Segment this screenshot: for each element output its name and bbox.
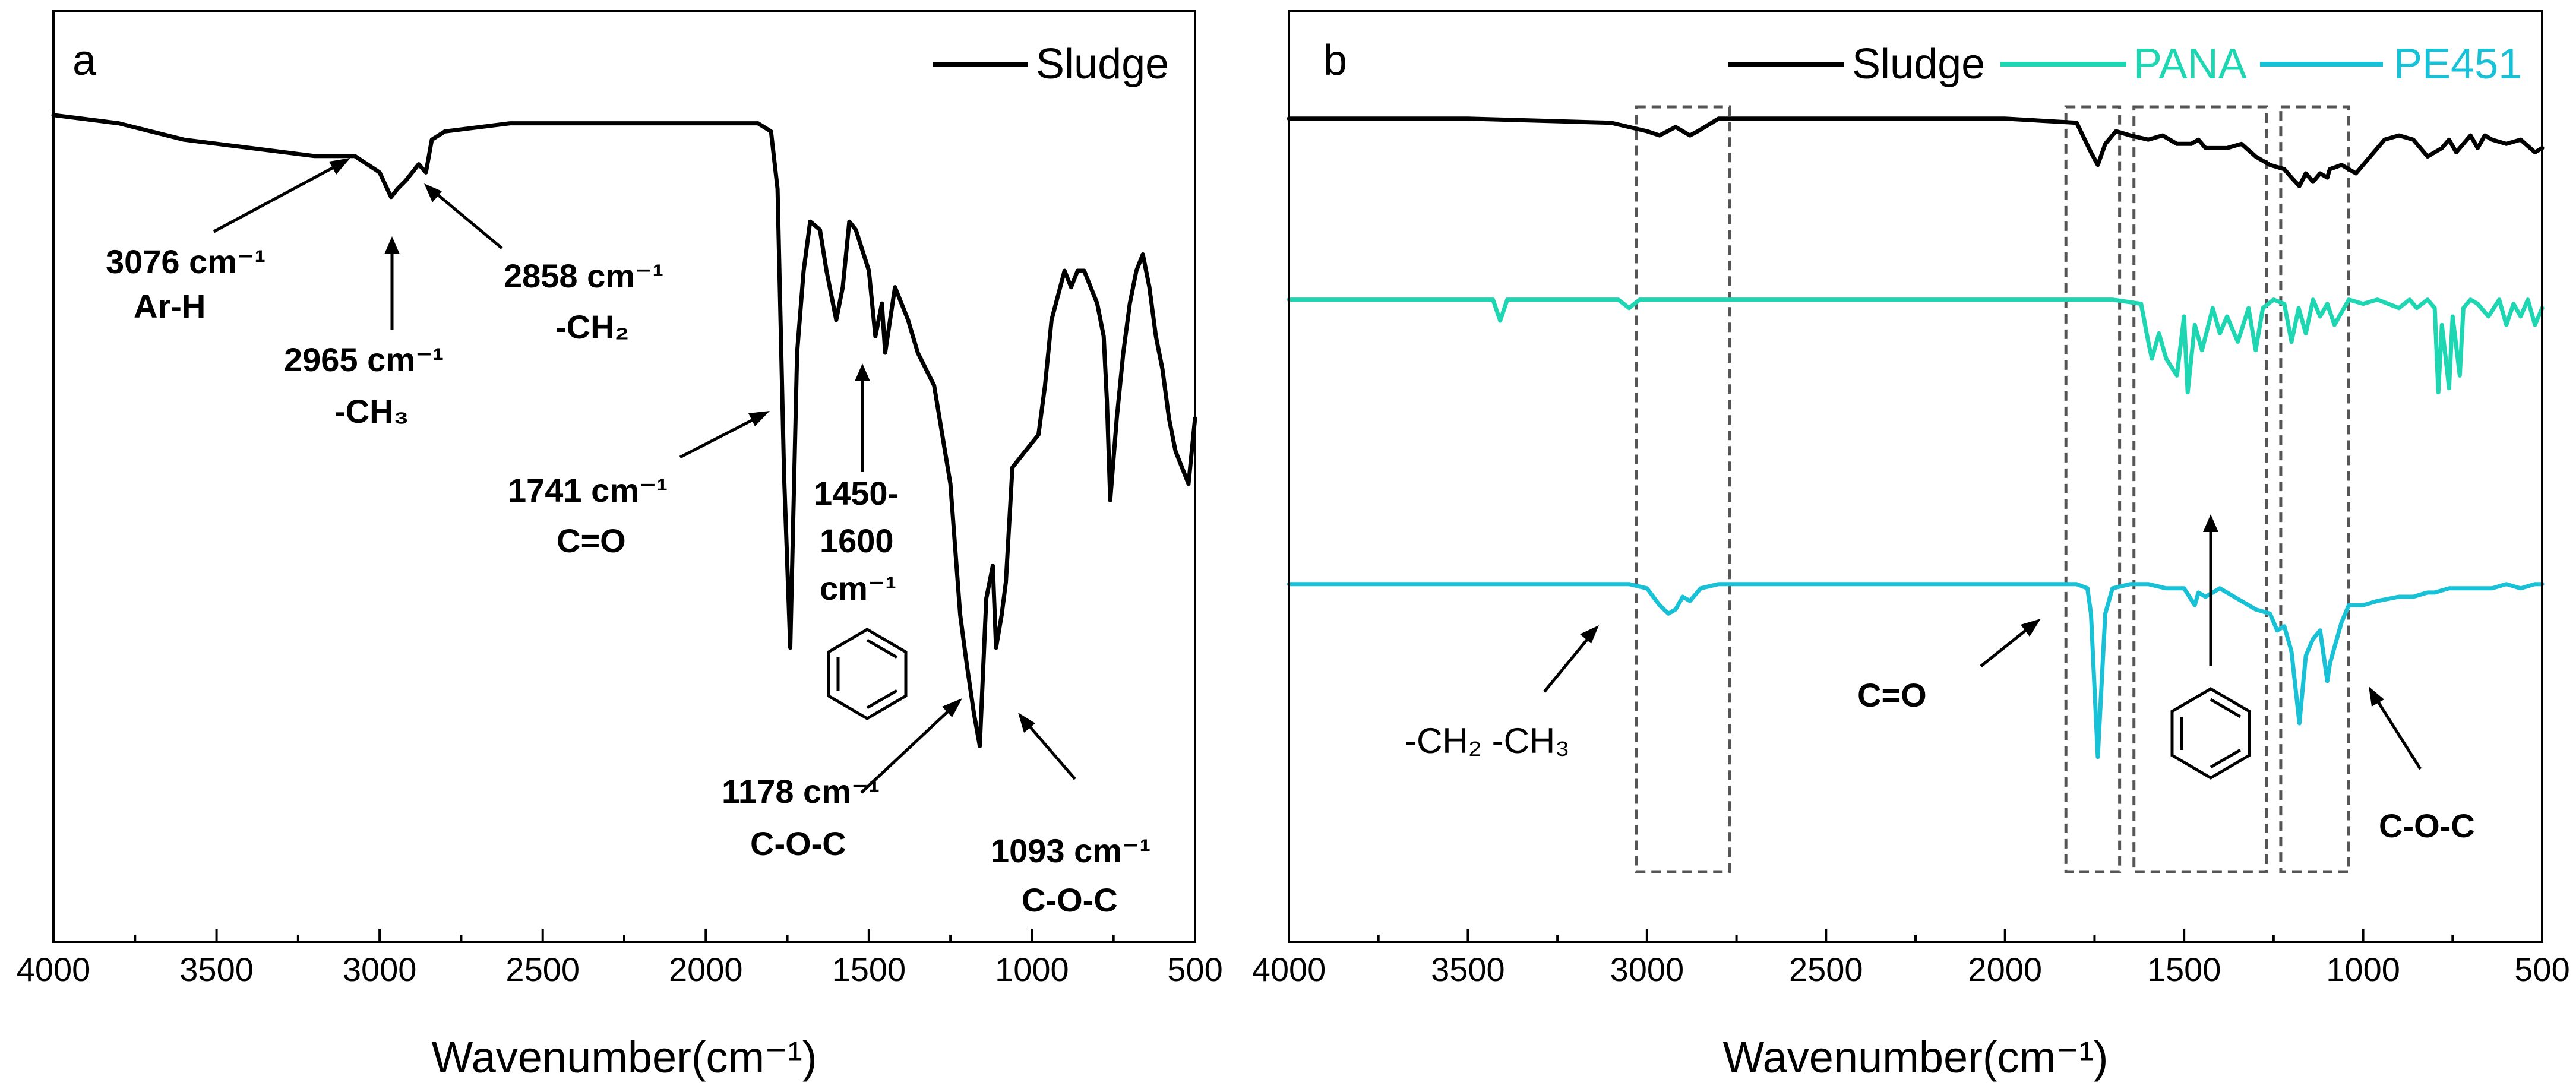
annotation-c-o: C=O [1857,676,1927,714]
highlight-region-1640-1270 [2132,105,2268,873]
annotation-2858-wavenumber: 2858 cm⁻¹ [504,257,663,295]
annotation-arrowhead-2858 [424,183,442,202]
annotation-1093-group: C-O-C [1022,881,1118,919]
x-tick-label-500: 500 [2514,951,2569,988]
series-pana-line [1287,297,2545,395]
annotation-aromatic-line2: 1600 [820,522,894,559]
annotation-ch2-ch3: -CH₂ -CH₃ [1405,721,1570,761]
x-tick-label-2000: 2000 [669,951,743,988]
annotation-2965-group: -CH₃ [334,393,409,430]
x-tick-label-1000: 1000 [995,951,1069,988]
annotation-arrowhead-1741 [748,411,770,426]
annotation-aromatic-line3: cm⁻¹ [820,569,896,607]
annotation-1178-wavenumber: 1178 cm⁻¹ [722,773,880,810]
highlight-region-3030-2770 [1635,105,1731,873]
panel-b-plot-area [1287,116,2545,759]
x-tick-label-3000: 3000 [1610,951,1684,988]
panel-b-x-axis-label: Wavenumber(cm⁻¹) [1723,1033,2109,1082]
annotation-arrowhead-2965 [384,236,400,254]
annotation-arrowhead-c-o [2021,619,2041,637]
panel-b-legend-pana: PANA [2134,40,2247,88]
annotation-arrowhead-aromatic [855,363,870,381]
annotation-arrow-2858 [429,188,503,249]
panel-b: 4000 3500 3000 2500 2000 1500 1000 500 Wavenumb… [1252,10,2570,1082]
annotation-arrowhead-1178 [942,698,962,717]
annotation-2965-wavenumber: 2965 cm⁻¹ [284,341,444,378]
annotation-1093-wavenumber: 1093 cm⁻¹ [991,832,1150,869]
panel-a-legend-sludge: Sludge [1036,40,1169,88]
annotation-1741-wavenumber: 1741 cm⁻¹ [508,471,668,509]
annotation-arrow-c-o-c [2371,692,2422,770]
x-tick-label-500: 500 [1167,951,1222,988]
panel-a-x-axis-label: Wavenumber(cm⁻¹) [432,1033,817,1082]
annotation-arrow-1741 [679,413,764,459]
highlight-region-1830-1680 [2064,105,2122,873]
x-tick-label-3500: 3500 [179,951,254,988]
panel-b-legend-sludge: Sludge [1852,40,1985,88]
x-tick-label-1000: 1000 [2326,951,2400,988]
x-tick-label-3000: 3000 [343,951,417,988]
annotation-3076-group: Ar-H [134,287,206,325]
panel-b-x-axis-ticks: 4000 3500 3000 2500 2000 1500 1000 500 [1252,929,2570,988]
annotation-3076-wavenumber: 3076 cm⁻¹ [106,243,265,280]
panel-a-legend: Sludge [933,40,1169,88]
panel-b-legend: Sludge PANA PE451 [1728,40,2522,88]
annotation-arrow-3076 [213,160,346,233]
annotation-arrowhead-3076 [329,158,350,175]
annotation-arrow-1178 [860,702,957,794]
panel-b-highlight-regions [1635,105,2350,873]
annotation-2858-group: -CH₂ [555,308,629,346]
benzene-ring-icon [827,628,908,720]
panel-b-label: b [1323,37,1347,84]
x-tick-label-1500: 1500 [2147,951,2221,988]
benzene-ring-icon [2170,687,2251,780]
panel-a: 4000 3500 3000 2500 2000 1500 1000 500 Wavenumb… [17,10,1223,1082]
annotation-arrow-1093 [1022,717,1076,780]
panel-a-plot-area [51,113,1197,748]
series-sludge-line [51,113,1197,748]
x-tick-label-2500: 2500 [505,951,580,988]
annotation-c-o-c: C-O-C [2379,807,2475,844]
x-tick-label-4000: 4000 [1252,951,1326,988]
x-tick-label-3500: 3500 [1431,951,1505,988]
panel-b-annotations: -CH₂ -CH₃ C=O C-O-C [1405,514,2475,844]
series-pe451-line [1287,582,2545,759]
panel-a-label: a [72,37,97,84]
x-tick-label-2500: 2500 [1789,951,1863,988]
series-sludge-line [1287,116,2545,188]
annotation-arrowhead-1093 [1018,713,1035,733]
annotation-1741-group: C=O [557,522,626,559]
annotation-1178-group: C-O-C [750,825,846,862]
annotation-arrow-ch2-ch3 [1543,631,1594,693]
panel-a-x-axis-ticks: 4000 3500 3000 2500 2000 1500 1000 500 [17,929,1223,988]
highlight-region-1230-1040 [2279,105,2350,873]
annotation-aromatic-line1: 1450- [814,474,899,512]
panel-b-legend-pe451: PE451 [2394,40,2522,88]
x-tick-label-1500: 1500 [832,951,906,988]
x-tick-label-2000: 2000 [1968,951,2042,988]
panel-a-annotations: 3076 cm⁻¹ Ar-H 2965 cm⁻¹ -CH₃ 2858 cm⁻¹ … [106,158,1150,919]
annotation-arrowhead-aromatic-b [2203,514,2218,532]
panel-b-frame [1288,10,2543,943]
annotation-arrowhead-ch2-ch3 [1580,625,1599,644]
x-tick-label-4000: 4000 [17,951,91,988]
annotation-arrowhead-c-o-c [2369,686,2384,707]
